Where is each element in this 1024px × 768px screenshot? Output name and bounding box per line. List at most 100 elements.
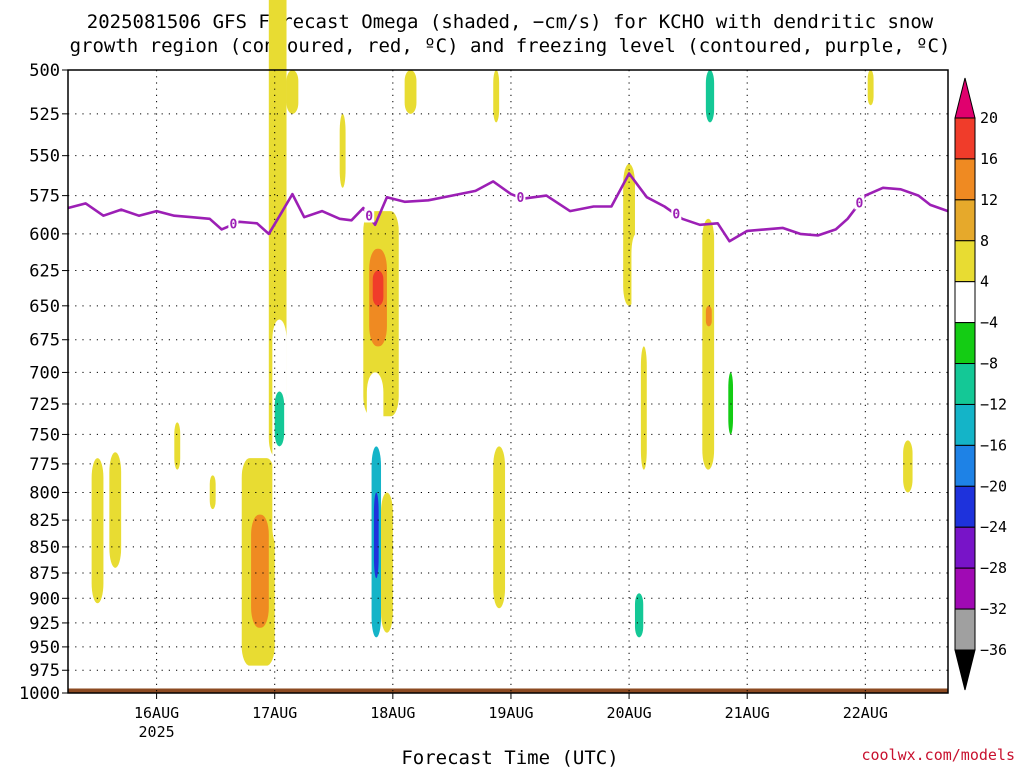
omega-shaded-region	[903, 440, 913, 493]
colorbar-tick-label: −12	[980, 395, 1007, 413]
pressure-tick-label: 875	[29, 564, 60, 584]
time-tick-label: 20AUG	[606, 704, 651, 722]
freezing-level-contour: 0 0 0 0 0	[67, 172, 949, 243]
pressure-tick-label: 625	[29, 262, 60, 282]
freezing-label-background	[364, 208, 375, 223]
pressure-tick-label: 650	[29, 297, 60, 317]
omega-shaded-region	[168, 578, 178, 619]
omega-shaded-region	[229, 70, 242, 666]
freezing-label-background	[671, 206, 682, 221]
pressure-tick-label: 550	[29, 147, 60, 167]
credit-text: coolwx.com/models	[861, 746, 1015, 764]
freezing-level-label: 0	[672, 208, 680, 223]
freezing-level-label: 0	[855, 196, 863, 211]
colorbar-tick-label: −24	[980, 518, 1007, 536]
pressure-tick-label: 575	[29, 187, 60, 207]
omega-shaded-region	[705, 305, 712, 327]
pressure-tick-label: 750	[29, 425, 60, 445]
omega-shaded-region	[634, 593, 644, 638]
colorbar-tick-label: −28	[980, 559, 1007, 577]
x-axis-title: Forecast Time (UTC)	[401, 747, 618, 768]
omega-shaded-region	[741, 509, 777, 633]
pressure-tick-label: 700	[29, 363, 60, 383]
omega-shaded-region	[174, 422, 181, 470]
colorbar-tick-label: −20	[980, 477, 1007, 495]
colorbar-tick-label: 16	[980, 150, 998, 168]
surface-terrain-fill	[68, 688, 948, 693]
colorbar-segment	[954, 158, 976, 201]
colorbar-segment	[954, 363, 976, 405]
pressure-tick-label: 500	[29, 61, 60, 81]
omega-shaded-region	[372, 270, 384, 306]
chart-title-line-2: growth region (contoured, red, ºC) and f…	[70, 35, 951, 57]
colorbar-tick-label: 8	[980, 232, 989, 250]
omega-shaded-region	[841, 536, 889, 619]
omega-shading-layer	[91, 0, 966, 671]
omega-shaded-region	[493, 70, 500, 123]
plot-frame	[67, 69, 949, 694]
colorbar-tick-label: −4	[980, 314, 998, 332]
omega-shaded-region	[493, 446, 506, 609]
omega-shaded-region	[286, 70, 299, 114]
colorbar-segment	[954, 403, 976, 446]
colorbar-segment	[954, 526, 976, 569]
omega-shaded-region	[398, 469, 408, 537]
pressure-tick-label: 725	[29, 395, 60, 415]
omega-shaded-region	[381, 492, 393, 633]
omega-shaded-region	[154, 70, 167, 671]
year-label: 2025	[139, 723, 175, 741]
pressure-tick-label: 775	[29, 455, 60, 475]
colorbar-segment	[954, 240, 976, 283]
colorbar-tick-label: −36	[980, 641, 1007, 659]
pressure-tick-label: 900	[29, 589, 60, 609]
omega-shaded-region	[867, 70, 874, 106]
pressure-axis: 500 525 550 575 600 625 650 675 700 725 750 775 800 8…	[19, 61, 68, 704]
time-tick-label: 18AUG	[370, 704, 415, 722]
pressure-tick-label: 950	[29, 638, 60, 658]
colorbar-bottom-arrow	[954, 649, 976, 691]
pressure-tick-label: 600	[29, 225, 60, 245]
freezing-label-background	[228, 216, 239, 231]
chart-title-line-1: 2025081506 GFS Forecast Omega (shaded, −…	[87, 11, 934, 33]
time-tick-label: 22AUG	[843, 704, 888, 722]
omega-shaded-region	[274, 391, 285, 447]
time-tick-label: 21AUG	[725, 704, 770, 722]
omega-shaded-region	[251, 514, 269, 628]
freezing-level-label: 0	[365, 209, 373, 224]
colorbar-tick-label: 20	[980, 109, 998, 127]
omega-shaded-region	[373, 492, 379, 579]
colorbar-segment	[954, 444, 976, 487]
pressure-tick-label: 825	[29, 511, 60, 531]
freezing-label-background	[515, 189, 526, 204]
omega-shaded-region	[91, 458, 104, 604]
time-tick-label: 19AUG	[488, 704, 533, 722]
colorbar-tick-label: −8	[980, 355, 998, 373]
pressure-tick-label: 525	[29, 105, 60, 125]
colorbar-segment	[954, 485, 976, 528]
plot-grid	[68, 70, 948, 693]
colorbar-tick-label: −16	[980, 436, 1007, 454]
pressure-tick-label: 850	[29, 538, 60, 558]
freezing-level-label: 0	[516, 191, 524, 206]
freezing-level-line	[67, 172, 949, 243]
colorbar-segment	[954, 199, 976, 242]
colorbar-tick-label: 12	[980, 191, 998, 209]
pressure-tick-label: 1000	[19, 684, 60, 704]
colorbar-segment	[954, 322, 976, 365]
omega-shaded-region	[404, 70, 417, 114]
colorbar-tick-label: 4	[980, 273, 989, 291]
colorbar-segment	[954, 117, 976, 160]
omega-shaded-region	[702, 218, 715, 470]
time-tick-label: 17AUG	[252, 704, 297, 722]
omega-shaded-region	[513, 593, 533, 657]
omega-shaded-region	[339, 113, 346, 188]
omega-shaded-region	[705, 70, 715, 123]
time-tick-label: 16AUG	[134, 704, 179, 722]
omega-shaded-region	[109, 452, 122, 568]
omega-shaded-region	[493, 248, 517, 373]
pressure-tick-label: 925	[29, 614, 60, 634]
colorbar-tick-label: −32	[980, 600, 1007, 618]
colorbar-segment	[954, 567, 976, 610]
